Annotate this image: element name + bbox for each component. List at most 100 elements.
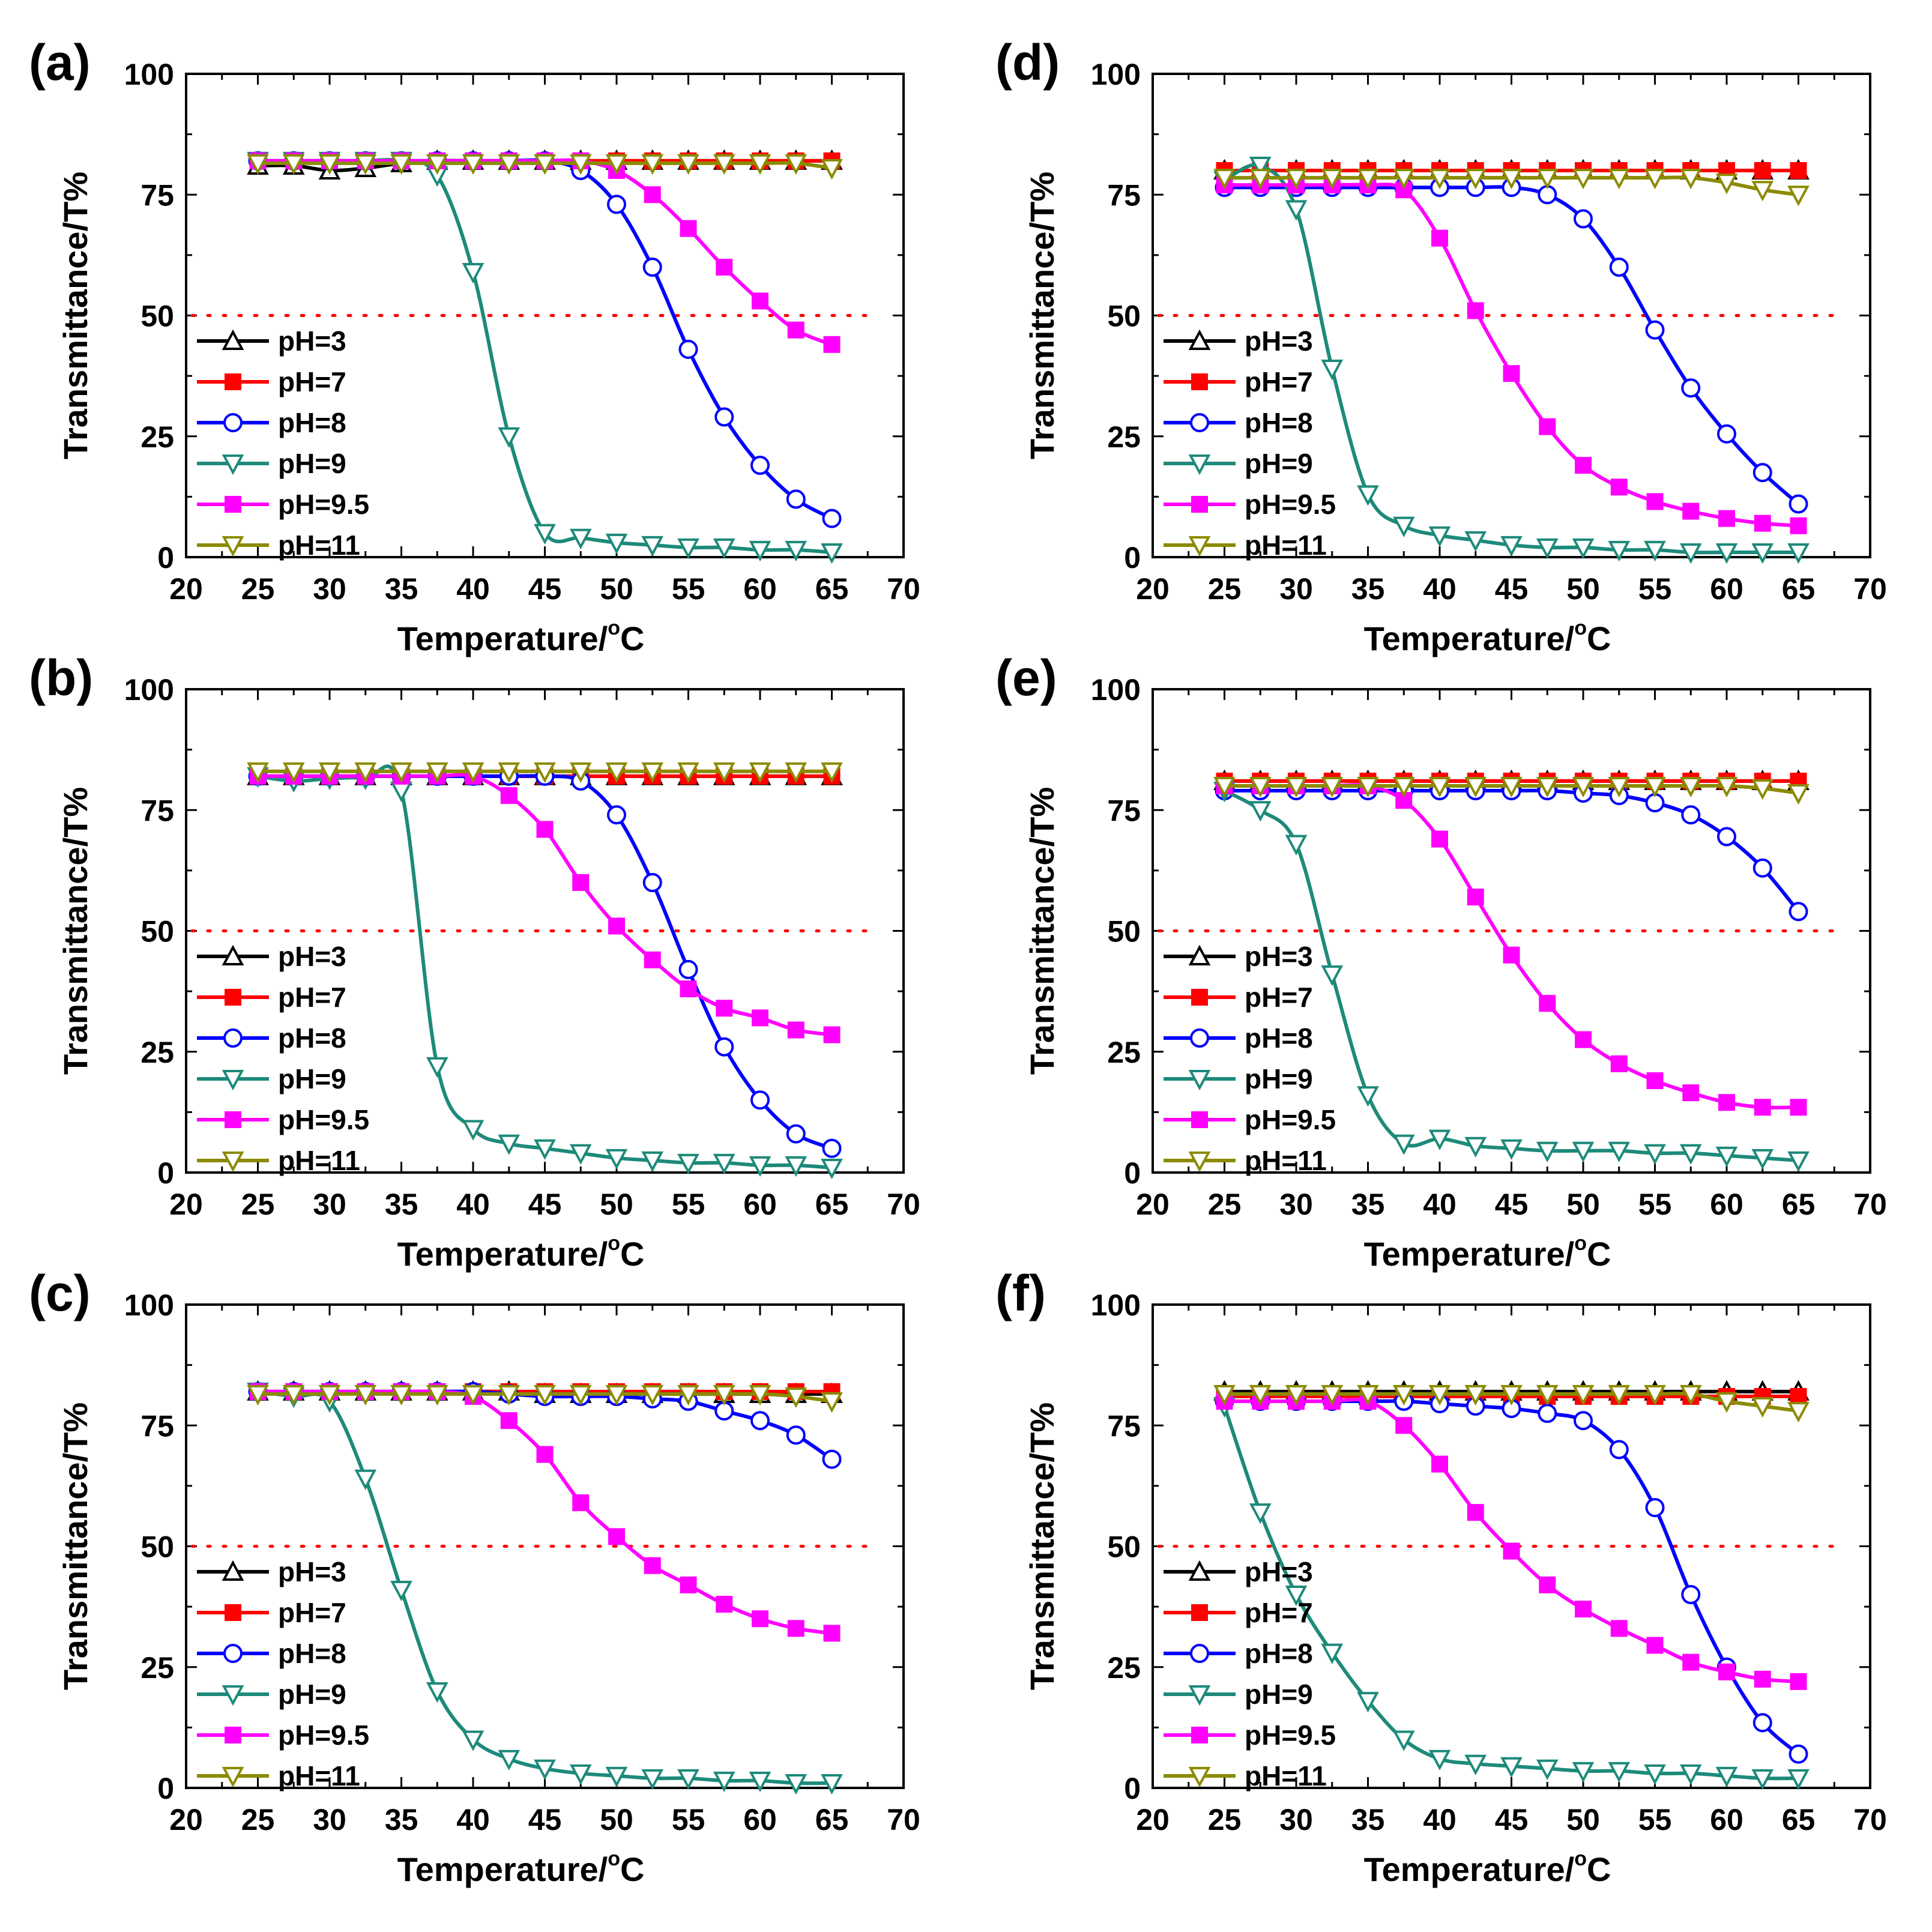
- x-tick-label: 50: [1566, 1188, 1600, 1221]
- data-point: [713, 538, 735, 560]
- panel-5: (f) 20 25 30 35 40 45 50 55 60 65 70 0 25 50 75 100 Tempe…: [995, 1265, 1887, 1888]
- x-tick-label: 45: [528, 1803, 562, 1837]
- data-point: [678, 339, 698, 359]
- y-tick-label: 50: [1107, 1530, 1141, 1564]
- data-point: [821, 762, 843, 783]
- data-point: [786, 1425, 806, 1445]
- data-point: [1751, 1397, 1774, 1418]
- legend-label: pH=11: [278, 1145, 360, 1176]
- data-point: [785, 1387, 808, 1408]
- data-point: [1392, 169, 1415, 190]
- data-point: [572, 1494, 590, 1512]
- x-tick-label: 45: [1495, 1188, 1529, 1221]
- data-point: [1681, 1585, 1701, 1604]
- y-tick-label: 100: [1091, 1288, 1141, 1322]
- data-point: [605, 154, 628, 175]
- data-point: [1608, 1141, 1631, 1163]
- legend-marker: [222, 1767, 244, 1788]
- legend-marker: [222, 329, 244, 350]
- degree-sup: o: [608, 1232, 620, 1255]
- data-point: [1431, 830, 1448, 848]
- x-tick-label: 40: [456, 1188, 490, 1221]
- data-point: [390, 762, 412, 783]
- data-point: [354, 1384, 377, 1406]
- data-point: [462, 1384, 485, 1406]
- x-tick-label: 40: [456, 572, 490, 606]
- data-point: [1285, 835, 1308, 856]
- data-point: [821, 1392, 843, 1413]
- x-tick-label: 30: [313, 1188, 346, 1221]
- data-point: [821, 1158, 843, 1180]
- data-point: [1608, 540, 1631, 562]
- y-axis-title: Transmittance/T%: [1023, 1402, 1061, 1690]
- data-point: [749, 1771, 771, 1793]
- data-point: [1718, 1663, 1735, 1680]
- y-tick-label: 25: [140, 1651, 174, 1685]
- data-point: [680, 1576, 697, 1593]
- unit-c: C: [1587, 1850, 1611, 1888]
- x-tick-label: 50: [600, 572, 633, 606]
- data-point: [1751, 779, 1774, 800]
- data-point: [1503, 1542, 1520, 1560]
- data-point: [462, 1730, 485, 1751]
- data-point: [607, 805, 626, 825]
- x-tick-label: 60: [1710, 1803, 1743, 1837]
- y-tick-label: 0: [157, 1156, 174, 1190]
- data-point: [1644, 1144, 1666, 1165]
- legend-marker: [222, 1560, 244, 1581]
- data-point: [749, 1384, 771, 1406]
- data-point: [716, 1596, 733, 1613]
- plot-frame: [185, 1303, 905, 1789]
- data-point: [605, 762, 628, 783]
- data-point: [1464, 777, 1487, 798]
- data-point: [1321, 169, 1344, 190]
- x-tick-label: 35: [385, 1803, 418, 1837]
- x-axis-title: Temperature/oC: [397, 617, 645, 657]
- data-point: [644, 951, 661, 968]
- x-tick-label: 20: [1136, 1188, 1170, 1221]
- legend-marker: [225, 496, 241, 513]
- y-tick-label: 75: [140, 178, 174, 212]
- data-point: [1428, 777, 1451, 798]
- data-point: [1536, 169, 1559, 190]
- data-point: [1428, 169, 1451, 190]
- degree-sup: o: [1574, 617, 1587, 639]
- data-point: [749, 762, 771, 783]
- data-point: [1717, 424, 1736, 444]
- data-point: [1536, 1141, 1559, 1163]
- legend-label: pH=11: [1245, 1760, 1327, 1792]
- x-tick-label: 45: [1495, 572, 1529, 606]
- data-point: [1645, 320, 1665, 340]
- data-point: [536, 1446, 554, 1463]
- y-tick-label: 25: [140, 1036, 174, 1069]
- legend-marker: [223, 1644, 243, 1663]
- x-tick-label: 65: [815, 1188, 849, 1221]
- y-tick-label: 25: [140, 420, 174, 454]
- x-tick-label: 60: [743, 1188, 777, 1221]
- legend-marker: [1188, 1560, 1211, 1581]
- data-point: [1249, 1503, 1272, 1524]
- legend-marker: [1191, 373, 1208, 390]
- data-point: [500, 1412, 518, 1429]
- data-point: [1644, 777, 1666, 798]
- x-tick-label: 25: [241, 572, 275, 606]
- panel-0: (a) 20 25 30 35 40 45 50 55 60 65 70 0 25 50 75 100 Tempe…: [29, 34, 920, 657]
- panel-3: (d) 20 25 30 35 40 45 50 55 60 65 70 0 25 50 75 100 Tempe…: [995, 34, 1887, 657]
- data-point: [749, 154, 771, 175]
- data-point: [785, 154, 808, 175]
- data-point: [1645, 1498, 1665, 1518]
- data-point: [1610, 1055, 1628, 1072]
- data-point: [1249, 169, 1272, 190]
- data-point: [1754, 1099, 1771, 1116]
- data-point: [1679, 1384, 1702, 1406]
- legend-marker: [222, 1152, 244, 1173]
- data-point: [1321, 965, 1344, 986]
- data-point: [1464, 1384, 1487, 1406]
- data-point: [569, 528, 592, 550]
- data-point: [1787, 186, 1810, 207]
- legend-marker: [1191, 1604, 1208, 1621]
- data-point: [1790, 1387, 1807, 1405]
- data-point: [1357, 1384, 1379, 1406]
- legend-label: pH=7: [1245, 366, 1313, 397]
